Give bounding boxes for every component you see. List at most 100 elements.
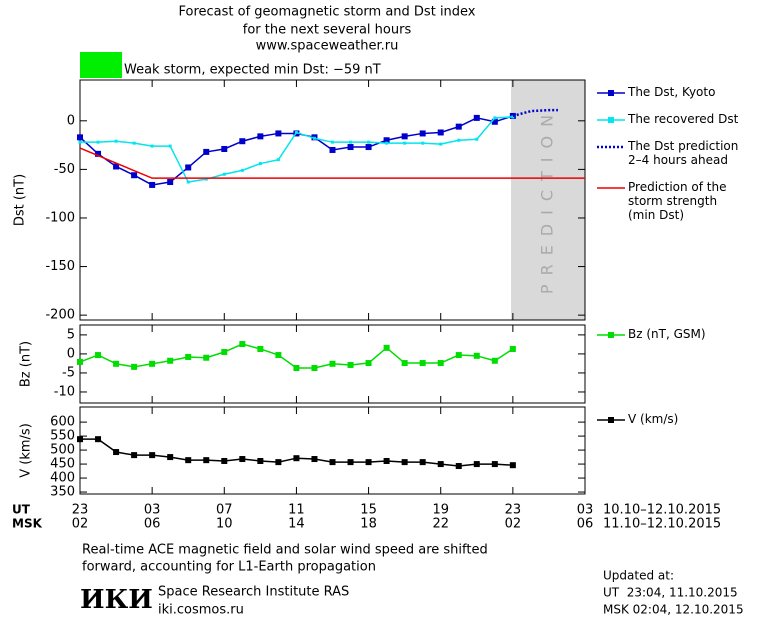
point [114,139,118,143]
point [457,138,461,142]
point [168,144,172,148]
series-line [79,343,514,369]
point [383,344,390,351]
y-tick-label: -10 [54,384,75,399]
point [475,137,479,141]
y-tick-label: 5 [67,327,75,342]
point [257,345,264,352]
point [419,360,426,367]
point [185,457,192,464]
date-range: 11.10–12.10.2015 [603,517,721,532]
point [113,163,120,170]
point [222,172,226,176]
point [455,123,462,130]
y-tick-label: 450 [50,457,75,472]
point [455,463,462,470]
point [203,354,210,361]
series-line [79,147,585,179]
point [437,360,444,367]
point [421,141,425,145]
point [95,352,102,359]
point [239,456,246,463]
point [329,146,336,153]
y-axis-label: Bz (nT) [19,341,34,387]
updated: Updated at: [603,569,674,583]
point [113,449,120,456]
x-axis-label: MSK [12,517,43,531]
point [473,114,480,121]
legend-entry: The recovered Dst [628,112,739,126]
series-line [80,116,513,183]
x-tick-label: 15 [360,503,377,518]
point [132,141,136,145]
point [365,459,372,466]
point [131,172,138,179]
point [95,150,102,157]
y-axis-label: Dst (nT) [13,174,28,226]
site: iki.cosmos.ru [158,603,244,618]
point [383,137,390,144]
chart-subtitle: for the next several hours [243,23,412,38]
y-tick-label: 0 [67,346,75,361]
note: Real-time ACE magnetic field and solar w… [82,543,488,558]
x-tick-label: 23 [505,503,522,518]
x-tick-label: 11 [288,503,305,518]
legend-marker [608,332,614,338]
x-tick-label: 06 [577,517,594,532]
point [455,352,462,359]
point [437,461,444,468]
y-tick-label: -5 [62,365,75,380]
point [131,452,138,459]
point [365,144,372,151]
point [347,361,354,368]
point [329,459,336,466]
point [257,457,264,464]
point [257,133,264,140]
point [491,357,498,364]
point [149,181,156,188]
point [221,457,228,464]
institute: Space Research Institute RAS [158,585,349,600]
point [131,363,138,370]
point [312,136,316,140]
legend-entry: The Dst, Kyoto [628,85,716,99]
point [113,360,120,367]
point [221,145,228,152]
y-axis-label: V (km/s) [19,423,34,478]
point [329,360,336,367]
x-tick-label: 06 [144,517,161,532]
y-tick-label: -100 [45,210,75,225]
y-tick-label: 350 [50,485,75,500]
point [77,436,83,443]
point [167,454,174,461]
point [95,436,102,443]
point [185,164,192,171]
updated: MSK 02:04, 12.10.2015 [603,603,744,617]
date-range: 10.10–12.10.2015 [603,503,721,518]
x-tick-label: 19 [432,503,449,518]
point [349,140,353,144]
point [439,142,443,146]
prediction-region [511,80,585,320]
series-line [512,108,558,118]
point [493,116,497,120]
point [77,134,83,141]
series-line [80,438,513,467]
note: forward, accounting for L1-Earth propaga… [82,560,376,575]
legend-entry: V (km/s) [628,412,679,426]
plot-frame [79,406,586,495]
x-tick-label: 02 [505,517,522,532]
point [473,461,480,468]
point [167,179,174,186]
y-tick-label: 400 [50,471,75,486]
point [473,352,480,359]
point [511,115,515,119]
point [150,144,154,148]
point [367,140,371,144]
legend-entry: The Dst prediction 2–4 hours ahead [628,139,739,167]
point [240,168,244,172]
x-tick-label: 03 [144,503,161,518]
point [204,177,208,181]
